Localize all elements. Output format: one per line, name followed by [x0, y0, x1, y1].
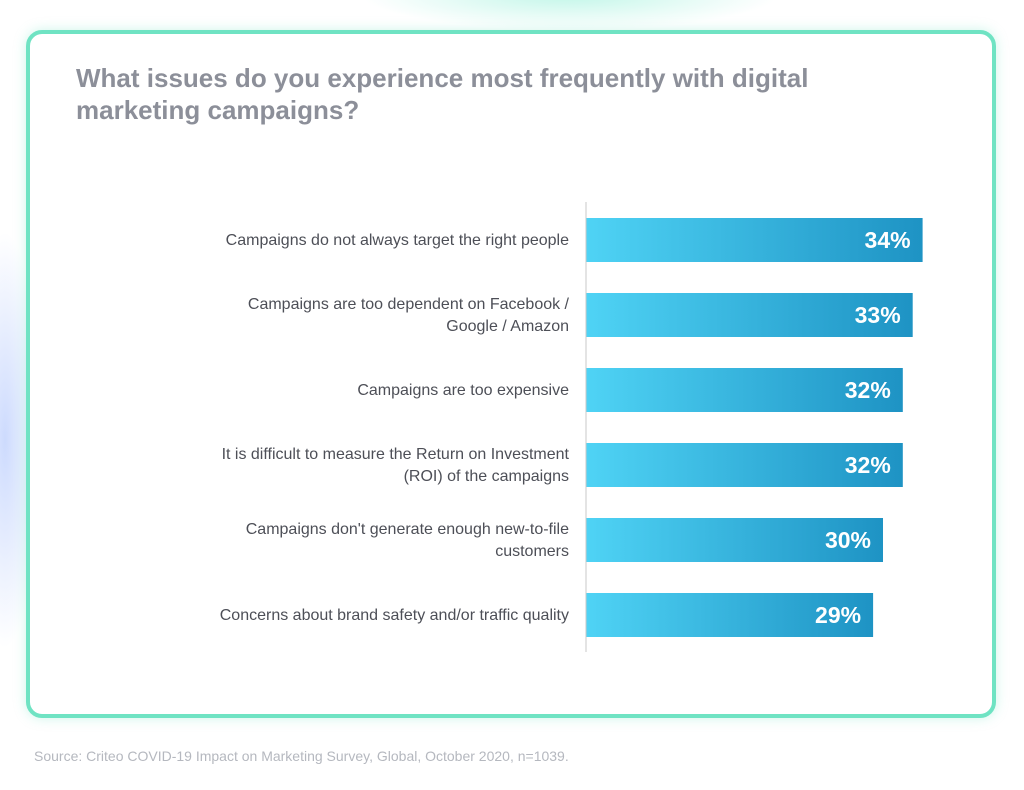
bar-1	[586, 293, 913, 337]
category-label-4-line-0: Campaigns don't generate enough new-to-f…	[246, 521, 569, 538]
category-label-1-line-1: Google / Amazon	[446, 318, 569, 335]
category-label-3-line-1: (ROI) of the campaigns	[404, 468, 569, 485]
bar-5	[586, 593, 874, 637]
value-label-1: 33%	[855, 302, 901, 328]
source-note: Source: Criteo COVID-19 Impact on Market…	[34, 748, 569, 764]
chart-title: What issues do you experience most frequ…	[76, 63, 809, 125]
category-label-0: Campaigns do not always target the right…	[226, 232, 569, 249]
bar-4	[586, 518, 883, 562]
bar-2	[586, 368, 903, 412]
category-label-5: Concerns about brand safety and/or traff…	[220, 607, 569, 624]
category-label-2: Campaigns are too expensive	[357, 382, 569, 399]
value-label-5: 29%	[815, 602, 861, 628]
category-label-4-line-1: customers	[495, 543, 569, 560]
value-label-0: 34%	[865, 227, 911, 253]
value-label-4: 30%	[825, 527, 871, 553]
value-label-3: 32%	[845, 452, 891, 478]
bar-0	[586, 218, 923, 262]
bars-group: 34% 33% 32% 32% 30% 29%	[586, 218, 923, 637]
category-label-3-line-0: It is difficult to measure the Return on…	[222, 446, 570, 463]
category-labels-group: Campaigns do not always target the right…	[220, 232, 570, 624]
value-label-2: 32%	[845, 377, 891, 403]
bar-3	[586, 443, 903, 487]
bar-chart: 34% 33% 32% 32% 30% 29% Campaigns do not alwa…	[220, 202, 923, 652]
category-label-1-line-0: Campaigns are too dependent on Facebook …	[248, 296, 570, 313]
